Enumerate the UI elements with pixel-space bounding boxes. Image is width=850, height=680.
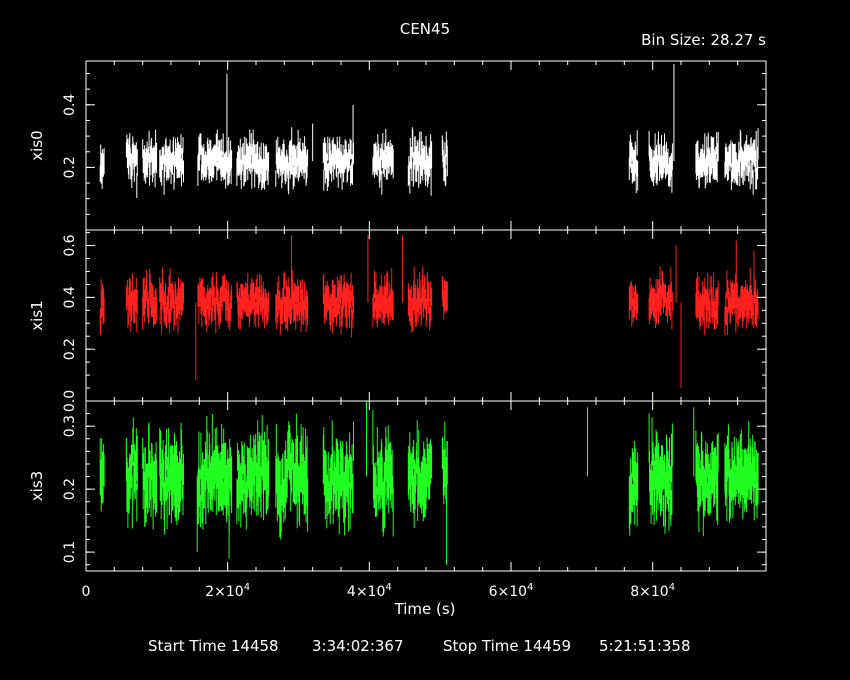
y-axis-label-xis3: xis3 — [28, 471, 46, 501]
x-tick-label: 4×104 — [347, 582, 392, 600]
series-xis1 — [99, 235, 759, 389]
x-tick-label: 8×104 — [630, 582, 675, 600]
bin-size-label: Bin Size: 28.27 s — [641, 31, 766, 49]
y-tick-label-xis0: 0.2 — [62, 156, 78, 178]
x-axis-tick-labels: 0 2×104 4×104 6×104 8×104 — [82, 582, 676, 600]
y-tick-label-xis1: 0.0 — [62, 390, 78, 412]
x-tick-label: 6×104 — [489, 582, 534, 600]
y-tick-label-xis3: 0.3 — [62, 415, 78, 437]
error-bars-xis0 — [99, 127, 759, 198]
panel-xis1: 0.0 0.2 0.4 0.6 xis1 — [28, 229, 767, 412]
y-tick-label-xis1: 0.4 — [62, 286, 78, 308]
error-bars-xis3 — [99, 410, 759, 540]
chart-title: CEN45 — [400, 20, 450, 38]
panel-xis3: 0.1 0.2 0.3 xis3 — [28, 400, 767, 572]
x-tick-label: 0 — [82, 584, 91, 600]
y-tick-label-xis0: 0.4 — [62, 94, 78, 116]
y-tick-label-xis3: 0.2 — [62, 478, 78, 500]
x-tick-label: 2×104 — [205, 582, 250, 600]
error-bars-xis1 — [99, 266, 759, 338]
series-xis3 — [99, 401, 759, 565]
y-axis-label-xis0: xis0 — [28, 130, 46, 160]
start-time-value: 3:34:02:367 — [312, 637, 404, 655]
y-axis-label-xis1: xis1 — [28, 300, 46, 330]
stop-time-label: Stop Time 14459 — [443, 637, 571, 655]
x-axis-label: Time (s) — [394, 600, 456, 618]
y-tick-label-xis1: 0.2 — [62, 338, 78, 360]
series-xis0 — [99, 64, 759, 198]
panels-group: 0.2 0.4 xis0 0.0 0.2 0.4 0.6 xis1 0.1 0.2 0.3 xis3 — [28, 60, 767, 572]
start-time-label: Start Time 14458 — [148, 637, 279, 655]
panel-xis0: 0.2 0.4 xis0 — [28, 60, 767, 231]
y-tick-label-xis3: 0.1 — [62, 541, 78, 563]
stop-time-value: 5:21:51:358 — [599, 637, 691, 655]
y-tick-label-xis1: 0.6 — [62, 234, 78, 256]
